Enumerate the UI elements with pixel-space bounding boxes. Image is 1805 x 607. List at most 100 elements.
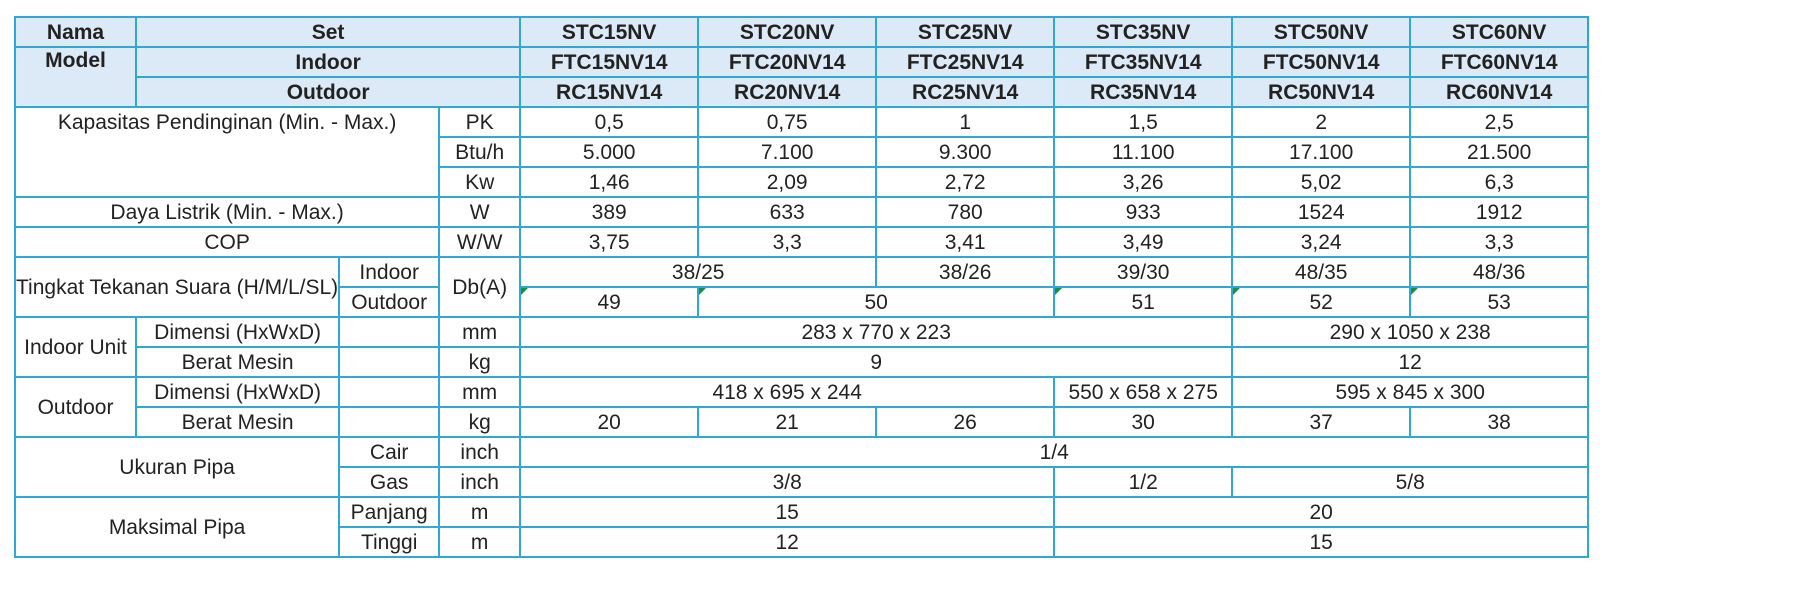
value-cell: 9 [519,346,1234,378]
value-cell: 1912 [1409,196,1590,228]
value-cell: 21 [697,406,878,438]
unit-cell: m [438,526,522,558]
model-set-name: STC60NV [1409,16,1590,48]
value-cell: 2,09 [697,166,878,198]
value-cell: 2,5 [1409,106,1590,138]
value-cell: 12 [1231,346,1590,378]
unit-cell: PK [438,106,522,138]
value-cell: 3,75 [519,226,700,258]
unit-cell: inch [438,466,522,498]
model-set-name: STC20NV [697,16,878,48]
model-set-name: STC50NV [1231,16,1412,48]
model-set-name: STC15NV [519,16,700,48]
outdoor-unit-label: Outdoor [13,376,138,438]
value-cell: 389 [519,196,700,228]
cop-row: COP W/W 3,75 3,3 3,41 3,49 3,24 3,3 [13,226,1590,258]
unit-cell: mm [438,376,522,408]
max-pipe-height-label: Tinggi [338,526,441,558]
value-cell: 20 [1053,496,1590,528]
value-cell: 1/4 [519,436,1590,468]
noise-label: Tingkat Tekanan Suara (H/M/L/SL) [13,256,341,318]
value-cell: 12 [519,526,1056,558]
capacity-label: Kapasitas Pendinginan (Min. - Max.) [13,106,441,198]
value-cell: 48/35 [1231,256,1412,288]
value-cell: 0,75 [697,106,878,138]
unit-cell: m [438,496,522,528]
model-outdoor-name: RC50NV14 [1231,76,1412,108]
value-cell: 1/2 [1053,466,1234,498]
max-pipe-length-row: Maksimal Pipa Panjang m 15 20 [13,496,1590,558]
power-row: Daya Listrik (Min. - Max.) W 389 633 780… [13,196,1590,228]
outdoor-dimension-row: Outdoor Dimensi (HxWxD) mm 418 x 695 x 2… [13,376,1590,438]
value-cell: 595 x 845 x 300 [1231,376,1590,408]
value-cell: 17.100 [1231,136,1412,168]
model-indoor-name: FTC25NV14 [875,46,1056,78]
pipe-size-label: Ukuran Pipa [13,436,341,498]
empty-cell [338,316,441,348]
outdoor-weight-row: Berat Mesin kg 20 21 26 30 37 38 [15,406,1590,438]
empty-cell [338,376,441,408]
noise-outdoor-label: Outdoor [338,286,441,318]
capacity-kw-row: Kw 1,46 2,09 2,72 3,26 5,02 6,3 [15,166,1590,198]
model-outdoor-name: RC60NV14 [1409,76,1590,108]
model-outdoor-name: RC15NV14 [519,76,700,108]
indoor-weight-label: Berat Mesin [135,346,341,378]
value-cell: 26 [875,406,1056,438]
capacity-pk-row: Kapasitas Pendinginan (Min. - Max.) PK 0… [13,106,1590,198]
header-row-set: Nama Set STC15NV STC20NV STC25NV STC35NV… [13,16,1590,48]
model-indoor-name: FTC35NV14 [1053,46,1234,78]
unit-cell: Kw [438,166,522,198]
value-cell: 3,41 [875,226,1056,258]
unit-cell: W [438,196,522,228]
unit-cell: Btu/h [438,136,522,168]
empty-cell [338,406,441,438]
max-pipe-height-row: Tinggi m 12 15 [15,526,1590,558]
noise-outdoor-row: Outdoor 49 50 51 52 53 [15,286,1590,318]
value-cell: 3,26 [1053,166,1234,198]
value-cell: 5.000 [519,136,700,168]
header-set-label: Set [135,16,522,48]
value-cell: 51 [1053,286,1234,318]
value-cell: 780 [875,196,1056,228]
value-cell: 6,3 [1409,166,1590,198]
header-row-indoor: Model Indoor FTC15NV14 FTC20NV14 FTC25NV… [13,46,1590,108]
value-cell: 38 [1409,406,1590,438]
value-cell: 15 [1053,526,1590,558]
value-cell: 15 [519,496,1056,528]
value-cell: 11.100 [1053,136,1234,168]
header-outdoor-label: Outdoor [135,76,522,108]
value-cell: 1524 [1231,196,1412,228]
value-cell: 20 [519,406,700,438]
value-cell: 5,02 [1231,166,1412,198]
indoor-dim-label: Dimensi (HxWxD) [135,316,341,348]
value-cell: 633 [697,196,878,228]
value-cell: 2 [1231,106,1412,138]
value-cell: 49 [519,286,700,318]
model-set-name: STC35NV [1053,16,1234,48]
header-indoor-label: Indoor [135,46,522,78]
value-cell: 7.100 [697,136,878,168]
model-outdoor-name: RC35NV14 [1053,76,1234,108]
value-cell: 1,46 [519,166,700,198]
value-cell: 1 [875,106,1056,138]
model-outdoor-name: RC25NV14 [875,76,1056,108]
value-cell: 290 x 1050 x 238 [1231,316,1590,348]
outdoor-weight-label: Berat Mesin [135,406,341,438]
value-cell: 0,5 [519,106,700,138]
value-cell: 38/26 [875,256,1056,288]
unit-cell: inch [438,436,522,468]
value-cell: 283 x 770 x 223 [519,316,1234,348]
model-set-name: STC25NV [875,16,1056,48]
value-cell: 3,24 [1231,226,1412,258]
model-indoor-name: FTC20NV14 [697,46,878,78]
pipe-liquid-label: Cair [338,436,441,468]
pipe-liquid-row: Ukuran Pipa Cair inch 1/4 [13,436,1590,498]
indoor-unit-label: Indoor Unit [13,316,138,378]
indoor-dimension-row: Indoor Unit Dimensi (HxWxD) mm 283 x 770… [13,316,1590,378]
empty-cell [338,346,441,378]
noise-indoor-label: Indoor [338,256,441,288]
noise-indoor-row: Tingkat Tekanan Suara (H/M/L/SL) Indoor … [13,256,1590,318]
value-cell: 48/36 [1409,256,1590,288]
spec-table: Nama Set STC15NV STC20NV STC25NV STC35NV… [13,16,1590,558]
cop-label: COP [13,226,441,258]
